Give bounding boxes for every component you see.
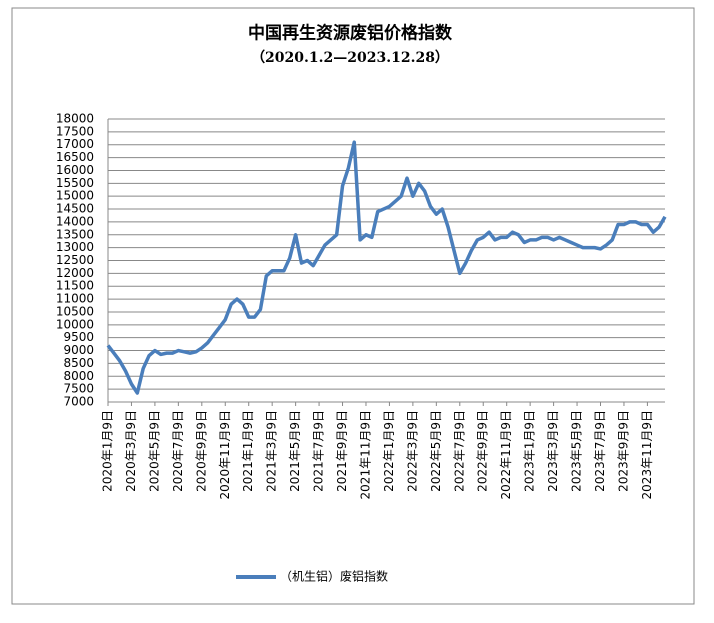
x-tick-label: 2023年11月9日 (640, 410, 654, 499)
x-tick-label: 2022年9月9日 (476, 410, 490, 492)
y-tick-label: 10000 (56, 317, 94, 331)
y-tick-label: 12500 (56, 253, 94, 267)
chart-title: 中国再生资源废铝价格指数 (248, 23, 453, 44)
y-tick-label: 14000 (56, 214, 94, 228)
y-tick-label: 12000 (56, 266, 94, 280)
y-tick-label: 18000 (56, 112, 94, 126)
x-tick-label: 2020年1月9日 (101, 410, 115, 492)
x-tick-label: 2020年7月9日 (171, 410, 185, 492)
y-tick-label: 11000 (56, 292, 94, 306)
y-tick-label: 7500 (63, 382, 94, 396)
y-tick-label: 11500 (56, 279, 94, 293)
x-tick-label: 2022年1月9日 (382, 410, 396, 492)
x-tick-label: 2020年11月9日 (218, 410, 232, 499)
x-tick-label: 2023年3月9日 (546, 410, 560, 492)
x-tick-label: 2023年9月9日 (616, 410, 630, 492)
y-tick-label: 13000 (56, 240, 94, 254)
chart-subtitle: （2020.1.2—2023.12.28） (251, 50, 449, 66)
x-tick-label: 2020年5月9日 (147, 410, 161, 492)
x-tick-label: 2021年3月9日 (265, 410, 279, 492)
y-tick-label: 8500 (63, 356, 94, 370)
x-tick-label: 2021年5月9日 (288, 410, 302, 492)
y-tick-label: 15500 (56, 176, 94, 190)
y-tick-label: 8000 (63, 369, 94, 383)
y-tick-label: 10500 (56, 304, 94, 318)
x-tick-label: 2020年3月9日 (124, 410, 138, 492)
legend-label: （机生铝）废铝指数 (280, 569, 388, 584)
x-tick-label: 2021年9月9日 (335, 410, 349, 492)
y-tick-label: 17000 (56, 137, 94, 151)
x-tick-label: 2023年7月9日 (593, 410, 607, 492)
x-tick-label: 2021年11月9日 (358, 410, 372, 499)
x-tick-label: 2022年3月9日 (405, 410, 419, 492)
y-tick-label: 9500 (63, 330, 94, 344)
x-tick-label: 2021年7月9日 (312, 410, 326, 492)
y-tick-label: 9000 (63, 343, 94, 357)
x-tick-label: 2021年1月9日 (241, 410, 255, 492)
y-tick-label: 16000 (56, 163, 94, 177)
x-tick-label: 2022年7月9日 (452, 410, 466, 492)
y-tick-label: 14500 (56, 202, 94, 216)
x-tick-label: 2020年9月9日 (194, 410, 208, 492)
x-tick-label: 2023年1月9日 (523, 410, 537, 492)
y-tick-label: 7000 (63, 395, 94, 409)
y-tick-label: 17500 (56, 124, 94, 138)
y-tick-label: 16500 (56, 150, 94, 164)
x-tick-label: 2023年5月9日 (570, 410, 584, 492)
x-tick-label: 2022年5月9日 (429, 410, 443, 492)
chart-frame (11, 7, 695, 605)
data-line (106, 140, 667, 395)
y-tick-label: 13500 (56, 227, 94, 241)
x-tick-label: 2022年11月9日 (499, 410, 513, 499)
y-tick-label: 15000 (56, 189, 94, 203)
